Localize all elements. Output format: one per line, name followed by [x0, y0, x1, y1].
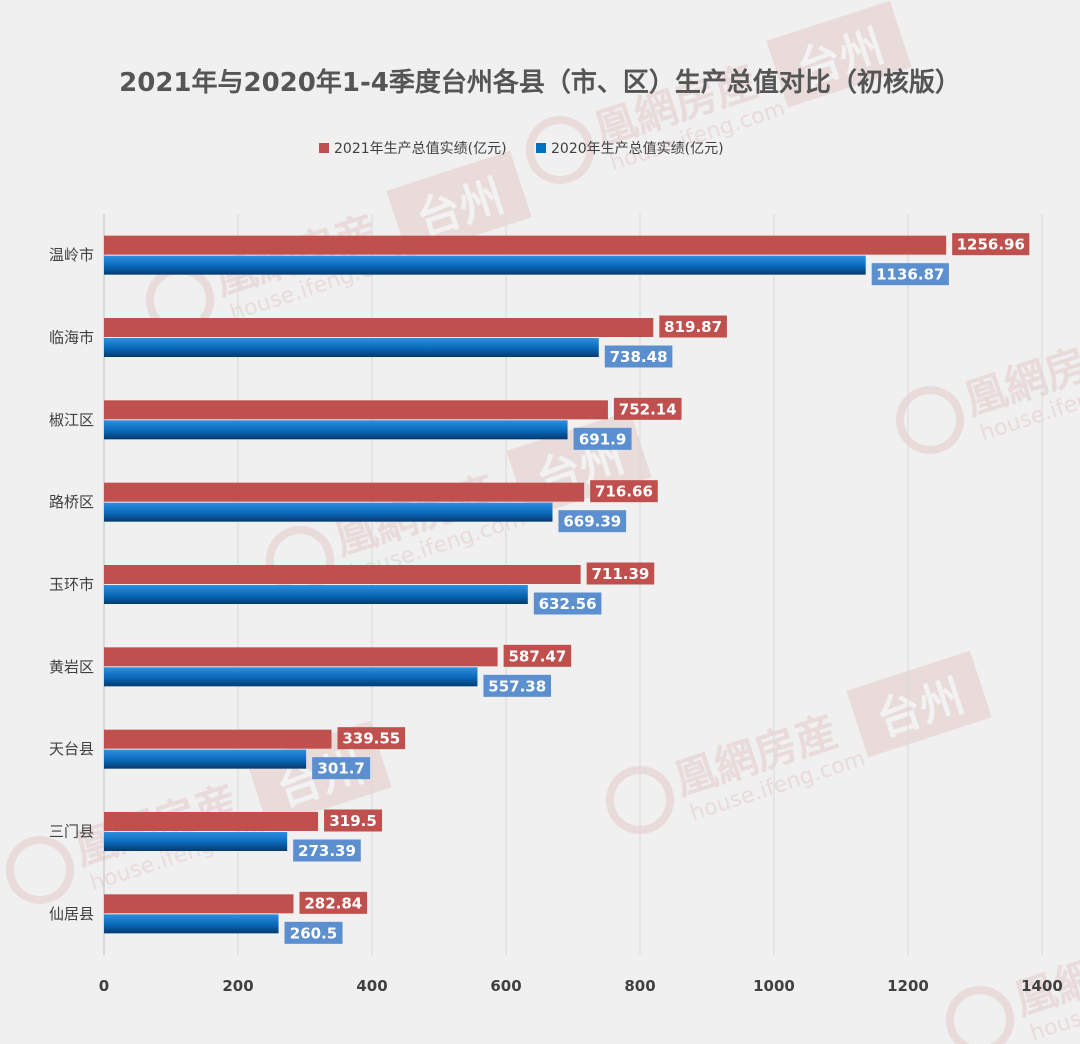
category-label: 温岭市 — [49, 246, 94, 264]
x-tick-labels: 0 200 400 600 800 1000 1200 1400 — [99, 977, 1063, 995]
data-label-box-2021 — [503, 644, 572, 667]
data-label-box-2021 — [586, 562, 655, 585]
data-label-box-2020 — [312, 757, 371, 780]
bar-2021 — [104, 894, 294, 914]
data-label-box-2021 — [952, 233, 1030, 256]
data-label-2021: 282.84 — [304, 894, 362, 912]
data-label-2021: 319.5 — [329, 812, 376, 830]
data-label-2020: 273.39 — [298, 842, 356, 860]
bar-2020 — [104, 749, 307, 769]
data-label-box-2020 — [558, 510, 627, 533]
bar-2021 — [104, 318, 654, 337]
category-label: 路桥区 — [49, 493, 94, 511]
bar-2020 — [104, 338, 599, 357]
category-label: 玉环市 — [49, 576, 94, 594]
data-label-2020: 632.56 — [539, 595, 597, 613]
data-label-2021: 711.39 — [591, 565, 649, 583]
data-label-2021: 587.47 — [508, 647, 566, 665]
category-label: 黄岩区 — [49, 658, 94, 676]
data-label-2020: 691.9 — [579, 430, 626, 448]
bar-2020 — [104, 420, 568, 440]
x-tick-label: 400 — [356, 977, 387, 995]
data-label-box-2020 — [483, 674, 552, 697]
legend-swatch-2020 — [536, 143, 546, 153]
data-label-2021: 819.87 — [664, 318, 722, 336]
x-tick-label: 0 — [99, 977, 109, 995]
bar-2021 — [104, 482, 585, 502]
data-label-2021: 752.14 — [619, 400, 677, 418]
legend-label-2021: 2021年生产总值实绩(亿元) — [334, 141, 507, 157]
data-label-2020: 738.48 — [610, 348, 668, 366]
bar-2021 — [104, 235, 947, 255]
data-label-box-2020 — [284, 921, 343, 944]
data-label-box-2020 — [604, 345, 673, 368]
data-label-2020: 669.39 — [563, 513, 621, 531]
data-label-2020: 1136.87 — [876, 266, 944, 284]
legend-swatch-2021 — [319, 143, 329, 153]
x-tick-label: 1400 — [1021, 977, 1063, 995]
bar-2021 — [104, 565, 581, 584]
category-label: 仙居县 — [49, 905, 94, 923]
data-label-2021: 339.55 — [342, 730, 400, 748]
data-label-box-2020 — [533, 592, 602, 615]
x-tick-label: 600 — [490, 977, 521, 995]
x-tick-label: 1000 — [753, 977, 795, 995]
bar-2020 — [104, 502, 553, 522]
data-label-box-2021 — [613, 397, 682, 420]
category-label: 临海市 — [49, 329, 94, 347]
bar-2021 — [104, 647, 498, 667]
data-label-box-2020 — [573, 427, 632, 450]
ifeng-logo-icon — [526, 116, 594, 184]
data-label-box-2021 — [299, 891, 368, 914]
bar-2021 — [104, 400, 608, 420]
data-label-2020: 260.5 — [290, 924, 337, 942]
x-tick-label: 800 — [624, 977, 655, 995]
data-label-box-2020 — [293, 839, 361, 862]
bar-2020 — [104, 255, 866, 275]
bars: 1256.96 1136.87 819.87 738.48 752.14 691.9 716… — [104, 233, 1030, 944]
watermark-city-box — [766, 0, 912, 108]
ifeng-logo-icon — [896, 386, 964, 454]
data-label-box-2021 — [659, 315, 727, 338]
data-label-box-2020 — [871, 263, 949, 286]
ifeng-logo-icon — [606, 766, 674, 834]
bar-2020 — [104, 585, 528, 604]
category-label: 天台县 — [49, 740, 94, 758]
data-label-box-2021 — [337, 727, 406, 750]
bar-2020 — [104, 832, 288, 851]
chart-title: 2021年与2020年1-4季度台州各县（市、区）生产总值对比（初核版） — [119, 67, 961, 98]
x-tick-label: 200 — [222, 977, 253, 995]
ifeng-logo-icon — [946, 986, 1014, 1044]
bar-2021 — [104, 729, 332, 749]
bar-2020 — [104, 914, 279, 934]
category-label: 椒江区 — [49, 411, 94, 429]
bar-2020 — [104, 667, 478, 687]
data-label-2021: 716.66 — [595, 483, 653, 501]
bar-2021 — [104, 812, 319, 831]
legend-label-2020: 2020年生产总值实绩(亿元) — [551, 141, 724, 157]
category-label: 三门县 — [49, 823, 94, 841]
data-label-2020: 301.7 — [317, 760, 364, 778]
data-label-2021: 1256.96 — [957, 236, 1025, 254]
data-label-2020: 557.38 — [488, 677, 546, 695]
x-tick-label: 1200 — [887, 977, 929, 995]
legend: 2021年生产总值实绩(亿元) 2020年生产总值实绩(亿元) — [319, 141, 724, 157]
watermark-city-box — [386, 150, 532, 258]
ifeng-logo-icon — [6, 836, 74, 904]
watermark-city-box — [846, 650, 992, 758]
data-label-box-2021 — [590, 480, 658, 503]
data-label-box-2021 — [324, 809, 383, 832]
